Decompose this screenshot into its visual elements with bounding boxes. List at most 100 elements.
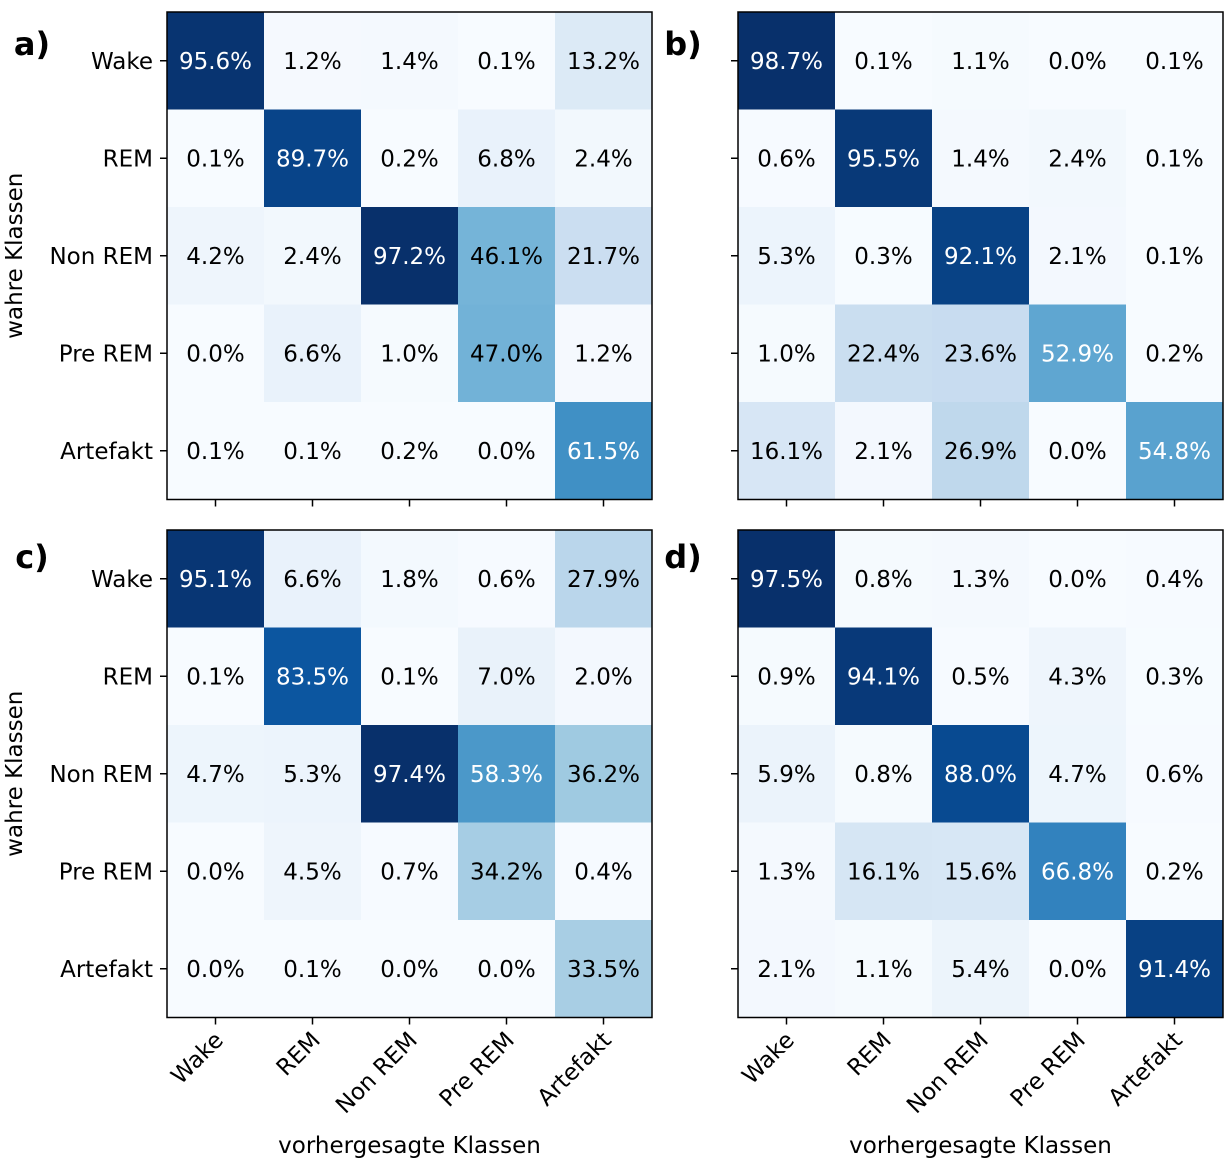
cell-value-label: 97.5% xyxy=(750,567,823,593)
heatmap-cell xyxy=(835,109,933,208)
heatmap-cell xyxy=(932,627,1030,726)
cell-value-label: 58.3% xyxy=(470,762,543,788)
heatmap-cell xyxy=(1126,109,1224,208)
cell-value-label: 0.3% xyxy=(1145,664,1203,690)
y-tick-label-non-rem: Non REM xyxy=(49,244,153,270)
cell-value-label: 1.2% xyxy=(574,341,632,367)
heatmap-cell xyxy=(738,725,836,823)
cell-value-label: 88.0% xyxy=(944,762,1017,788)
cell-value-label: 1.1% xyxy=(854,957,912,983)
cell-value-label: 97.4% xyxy=(373,762,446,788)
cell-value-label: 6.6% xyxy=(283,341,341,367)
heatmap-cell xyxy=(835,627,933,726)
heatmap-cell xyxy=(458,530,556,628)
heatmap-cell xyxy=(932,207,1030,305)
heatmap-cell xyxy=(835,402,933,500)
heatmap-cell xyxy=(458,627,556,726)
cell-value-label: 5.4% xyxy=(951,957,1009,983)
heatmap-cell xyxy=(1126,725,1224,823)
cell-value-label: 0.0% xyxy=(186,859,244,885)
heatmap-cell xyxy=(458,207,556,305)
cell-value-label: 2.0% xyxy=(574,664,632,690)
panel-b-letter: b) xyxy=(664,25,702,63)
cell-value-label: 0.1% xyxy=(186,146,244,172)
cell-value-label: 5.9% xyxy=(757,762,815,788)
heatmap-cell xyxy=(361,207,459,305)
heatmap-cell xyxy=(458,109,556,208)
heatmap-cell xyxy=(738,109,836,208)
cell-value-label: 1.0% xyxy=(380,341,438,367)
heatmap-cell xyxy=(264,627,362,726)
heatmap-cell xyxy=(1126,304,1224,403)
cell-value-label: 92.1% xyxy=(944,244,1017,270)
heatmap-cell xyxy=(738,402,836,500)
cell-value-label: 89.7% xyxy=(276,146,349,172)
heatmap-cell xyxy=(738,920,836,1018)
heatmap-cell xyxy=(264,402,362,500)
cell-value-label: 66.8% xyxy=(1041,859,1114,885)
heatmap-cell xyxy=(458,304,556,403)
heatmap-cell xyxy=(167,822,265,921)
heatmap-cell xyxy=(361,12,459,110)
panel-d: d) 97.5% 0.8% 1.3% 0.0% 0.4% 0.9% 94.1% 0.5% 4.3%… xyxy=(664,529,1224,1159)
heatmap-cell xyxy=(1029,627,1127,726)
heatmap-cell xyxy=(1029,109,1127,208)
heatmap-cell xyxy=(555,12,653,110)
cell-value-label: 0.1% xyxy=(477,49,535,75)
cell-value-label: 0.0% xyxy=(1048,439,1106,465)
heatmap-cell xyxy=(167,12,265,110)
heatmap-cell xyxy=(555,109,653,208)
x-tick-label-pre-rem: Pre REM xyxy=(435,1027,520,1112)
heatmap-cell xyxy=(361,402,459,500)
heatmap-cell xyxy=(1029,304,1127,403)
heatmap-cell xyxy=(361,530,459,628)
heatmap-cell xyxy=(458,920,556,1018)
cell-value-label: 0.1% xyxy=(186,664,244,690)
heatmap-cell xyxy=(932,530,1030,628)
cell-value-label: 95.5% xyxy=(847,146,920,172)
cell-value-label: 2.1% xyxy=(757,957,815,983)
heatmap-cell xyxy=(264,822,362,921)
heatmap-cell xyxy=(1126,822,1224,921)
heatmap-cell xyxy=(1029,402,1127,500)
cell-value-label: 5.3% xyxy=(283,762,341,788)
heatmap-cell xyxy=(1029,920,1127,1018)
heatmap-cell xyxy=(1126,530,1224,628)
cell-value-label: 22.4% xyxy=(847,341,920,367)
cell-value-label: 0.1% xyxy=(186,439,244,465)
cell-value-label: 6.6% xyxy=(283,567,341,593)
heatmap-cell xyxy=(1126,627,1224,726)
cell-value-label: 0.1% xyxy=(1145,146,1203,172)
x-tick-label-wake: Wake xyxy=(738,1027,800,1089)
heatmap-cell xyxy=(1029,530,1127,628)
cell-value-label: 27.9% xyxy=(567,567,640,593)
heatmap-cell xyxy=(167,627,265,726)
cell-value-label: 5.3% xyxy=(757,244,815,270)
cell-value-label: 1.2% xyxy=(283,49,341,75)
heatmap-cell xyxy=(361,627,459,726)
heatmap-cell xyxy=(264,109,362,208)
cell-value-label: 4.2% xyxy=(186,244,244,270)
y-tick-label-wake: Wake xyxy=(91,49,153,75)
cell-value-label: 0.1% xyxy=(1145,49,1203,75)
cell-value-label: 91.4% xyxy=(1138,957,1211,983)
heatmap-cell xyxy=(932,725,1030,823)
cell-value-label: 0.0% xyxy=(380,957,438,983)
heatmap-cell xyxy=(835,920,933,1018)
cell-value-label: 15.6% xyxy=(944,859,1017,885)
heatmap-cell xyxy=(738,627,836,726)
heatmap-cell xyxy=(167,920,265,1018)
cell-value-label: 0.4% xyxy=(574,859,632,885)
x-tick-label-rem: REM xyxy=(843,1027,897,1081)
cell-value-label: 36.2% xyxy=(567,762,640,788)
heatmap-cell xyxy=(361,109,459,208)
cell-value-label: 0.9% xyxy=(757,664,815,690)
heatmap-cell xyxy=(264,207,362,305)
heatmap-cell xyxy=(264,725,362,823)
cell-value-label: 1.3% xyxy=(951,567,1009,593)
cell-value-label: 0.0% xyxy=(186,957,244,983)
cell-value-label: 0.6% xyxy=(477,567,535,593)
y-tick-label-pre-rem: Pre REM xyxy=(59,859,153,885)
heatmap-cell xyxy=(458,402,556,500)
